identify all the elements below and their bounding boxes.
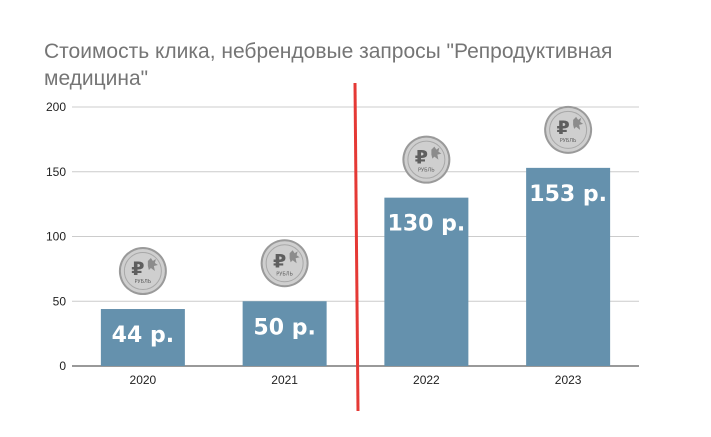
y-tick-label: 0 (59, 359, 66, 373)
bar (100, 309, 185, 366)
y-axis-ticks: 0 50 100 150 200 (46, 100, 66, 373)
x-tick-label: 2021 (271, 373, 298, 387)
y-tick-label: 50 (53, 294, 67, 308)
svg-text:РУБЛЬ: РУБЛЬ (418, 168, 435, 174)
svg-text:₽: ₽ (131, 258, 144, 280)
bar (242, 301, 327, 366)
ruble-coin-icon: ₽РУБЛЬ (402, 135, 451, 184)
bar-data-label: 44 р. (112, 323, 174, 348)
chart-title: Стоимость клика, небрендовые запросы "Ре… (44, 38, 674, 92)
svg-text:РУБЛЬ: РУБЛЬ (135, 279, 152, 285)
x-tick-label: 2023 (555, 373, 582, 387)
chart-title-line-1: Стоимость клика, небрендовые запросы "Ре… (44, 40, 613, 63)
period-divider-line (353, 82, 360, 412)
chart-title-line-2: медицина" (44, 67, 149, 90)
bar (526, 167, 611, 366)
ruble-coin-icon: ₽РУБЛЬ (118, 247, 167, 296)
bar-data-label: 50 р. (253, 315, 315, 340)
y-tick-label: 100 (46, 230, 66, 244)
svg-text:РУБЛЬ: РУБЛЬ (560, 138, 577, 144)
bar-data-label: 130 р. (388, 212, 466, 237)
x-tick-label: 2020 (130, 373, 157, 387)
x-tick-label: 2022 (413, 373, 440, 387)
bars: 44 р. 50 р. 130 р. 153 р. (100, 167, 611, 366)
x-axis-ticks: 2020 2021 2022 2023 (130, 373, 582, 387)
svg-text:₽: ₽ (415, 147, 428, 169)
bar (384, 197, 469, 366)
y-tick-label: 200 (46, 100, 66, 114)
svg-text:РУБЛЬ: РУБЛЬ (276, 271, 293, 277)
svg-text:₽: ₽ (557, 117, 570, 139)
coins: ₽РУБЛЬ₽РУБЛЬ₽РУБЛЬ₽РУБЛЬ (118, 105, 593, 296)
bar-data-label: 153 р. (529, 182, 607, 207)
y-tick-label: 150 (46, 165, 66, 179)
ruble-coin-icon: ₽РУБЛЬ (260, 239, 309, 288)
ruble-coin-icon: ₽РУБЛЬ (544, 105, 593, 154)
svg-text:₽: ₽ (273, 250, 286, 272)
divider-marker (353, 82, 360, 412)
